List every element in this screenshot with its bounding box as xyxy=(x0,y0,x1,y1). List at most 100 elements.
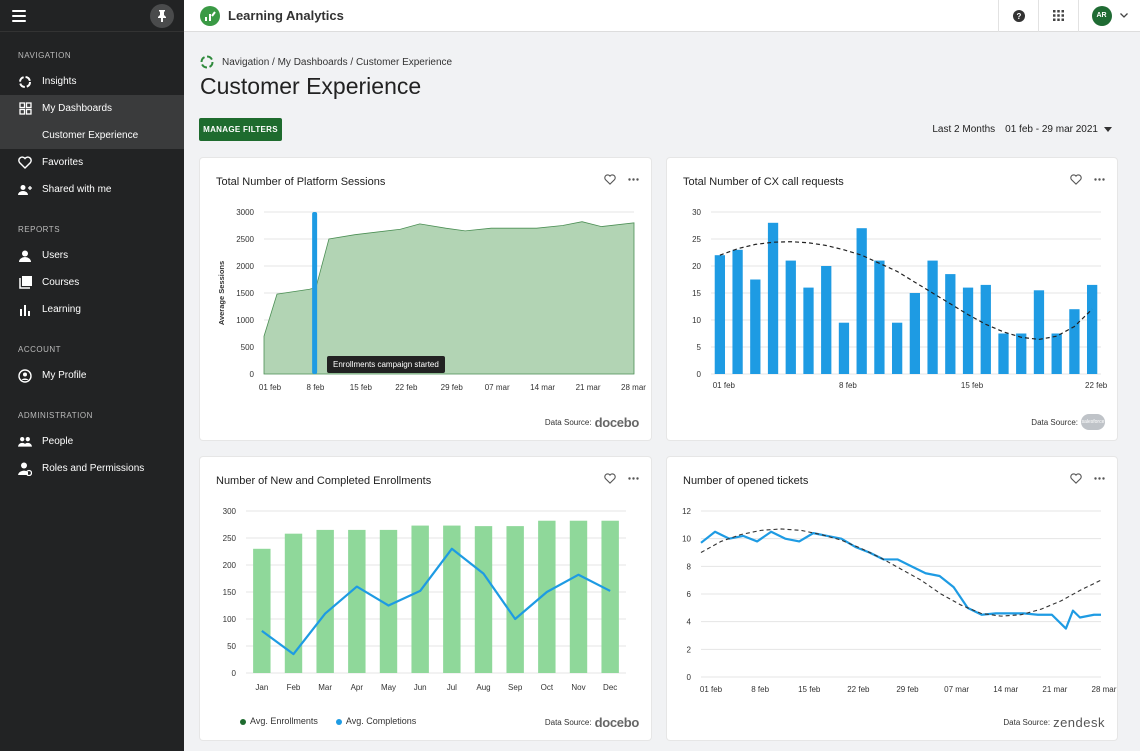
x-tick-label: 14 mar xyxy=(993,685,1018,694)
y-tick-label: 2500 xyxy=(236,235,254,244)
more-options-icon[interactable] xyxy=(1094,477,1105,480)
sidebar-item-shared[interactable]: Shared with me xyxy=(0,176,184,203)
sidebar: NAVIGATION Insights My Dashboards Custom… xyxy=(0,0,184,751)
bar xyxy=(927,260,938,374)
app-title: Learning Analytics xyxy=(228,8,344,23)
menu-icon[interactable] xyxy=(12,9,26,22)
sidebar-item-roles[interactable]: Roles and Permissions xyxy=(0,455,184,482)
x-tick-label: 07 mar xyxy=(485,383,510,392)
manage-filters-button[interactable]: MANAGE FILTERS xyxy=(199,118,282,141)
data-source: Data Source: docebo xyxy=(545,415,639,430)
y-tick-label: 20 xyxy=(692,262,701,271)
x-tick-label: 22 feb xyxy=(1085,381,1108,390)
date-range-selector[interactable]: Last 2 Months 01 feb - 29 mar 2021 xyxy=(932,124,1112,135)
card-actions xyxy=(604,174,639,185)
favorite-heart-icon[interactable] xyxy=(1070,174,1082,185)
chart-legend: Avg. Enrollments Avg. Completions xyxy=(200,716,651,726)
bar xyxy=(732,249,743,374)
sidebar-item-favorites[interactable]: Favorites xyxy=(0,149,184,176)
sidebar-item-insights[interactable]: Insights xyxy=(0,68,184,95)
profile-icon xyxy=(18,368,32,383)
favorite-heart-icon[interactable] xyxy=(604,473,616,484)
card-platform-sessions: Total Number of Platform Sessions 0 500 10… xyxy=(200,158,651,440)
x-tick-label: Oct xyxy=(541,683,554,692)
section-title-account: ACCOUNT xyxy=(18,345,62,354)
data-source: Data Source: salesforce xyxy=(1031,414,1105,430)
x-tick-label: 14 mar xyxy=(530,383,555,392)
y-tick-label: 150 xyxy=(223,588,237,597)
topbar: Learning Analytics ? AR xyxy=(184,0,1140,32)
bar xyxy=(569,520,588,673)
sidebar-item-learning[interactable]: Learning xyxy=(0,296,184,323)
sidebar-item-my-dashboards[interactable]: My Dashboards xyxy=(0,95,184,122)
more-options-icon[interactable] xyxy=(628,178,639,181)
chart-tooltip: Enrollments campaign started xyxy=(327,356,445,373)
y-tick-label: 250 xyxy=(223,534,237,543)
sidebar-item-label: People xyxy=(42,436,74,447)
brand-logo-icon xyxy=(200,5,220,26)
sidebar-item-courses[interactable]: Courses xyxy=(0,269,184,296)
y-tick-label: 3000 xyxy=(236,208,254,217)
tickets-line xyxy=(700,530,1101,630)
card-actions xyxy=(604,473,639,484)
x-tick-label: 22 feb xyxy=(395,383,418,392)
data-source-label: Data Source: xyxy=(1003,718,1051,727)
pin-button[interactable] xyxy=(150,3,174,28)
roles-icon xyxy=(18,462,32,476)
legend-item-enrollments[interactable]: Avg. Enrollments xyxy=(240,716,318,726)
y-tick-label: 2000 xyxy=(236,262,254,271)
bar xyxy=(998,333,1009,374)
x-tick-label: 28 mar xyxy=(621,383,646,392)
x-tick-label: 21 mar xyxy=(1042,685,1067,694)
x-tick-label: 29 feb xyxy=(896,685,919,694)
x-tick-label: 15 feb xyxy=(961,381,984,390)
bar xyxy=(803,287,814,374)
sidebar-item-label: Insights xyxy=(42,76,77,87)
help-button[interactable]: ? xyxy=(998,0,1038,32)
sidebar-subitem-customer-experience[interactable]: Customer Experience xyxy=(0,122,184,149)
sidebar-item-my-profile[interactable]: My Profile xyxy=(0,362,184,389)
y-tick-label: 300 xyxy=(223,507,237,516)
sidebar-item-label: Shared with me xyxy=(42,184,112,195)
bar xyxy=(785,260,796,374)
avatar: AR xyxy=(1091,5,1112,26)
x-tick-label: 8 feb xyxy=(307,383,325,392)
bar xyxy=(750,279,761,374)
y-tick-label: 0 xyxy=(250,370,255,379)
breadcrumb: Navigation / My Dashboards / Customer Ex… xyxy=(200,55,452,69)
y-tick-label: 200 xyxy=(223,561,237,570)
section-title-administration: ADMINISTRATION xyxy=(18,411,93,420)
x-tick-label: Jun xyxy=(414,683,427,692)
bar xyxy=(874,260,885,374)
x-tick-label: 01 feb xyxy=(259,383,282,392)
date-range-label: Last 2 Months xyxy=(932,124,996,135)
legend-item-completions[interactable]: Avg. Completions xyxy=(335,716,416,726)
more-options-icon[interactable] xyxy=(1094,178,1105,181)
section-title-reports: REPORTS xyxy=(18,225,61,234)
x-tick-label: Sep xyxy=(508,683,523,692)
user-menu[interactable]: AR xyxy=(1078,0,1140,32)
data-source-label: Data Source: xyxy=(1031,417,1078,427)
breadcrumb-text[interactable]: Navigation / My Dashboards / Customer Ex… xyxy=(222,56,453,68)
sidebar-item-people[interactable]: People xyxy=(0,428,184,455)
trend-line xyxy=(700,528,1102,617)
favorite-heart-icon[interactable] xyxy=(604,174,616,185)
bar xyxy=(821,266,832,374)
x-tick-label: Aug xyxy=(476,683,490,692)
bar xyxy=(962,287,974,374)
data-source-label: Data Source: xyxy=(544,718,592,727)
bar xyxy=(1086,284,1098,374)
y-tick-label: 10 xyxy=(682,535,691,544)
bar xyxy=(838,322,850,374)
apps-button[interactable] xyxy=(1038,0,1078,32)
sidebar-item-users[interactable]: Users xyxy=(0,242,184,269)
x-tick-label: 22 feb xyxy=(847,685,870,694)
more-options-icon[interactable] xyxy=(628,477,639,480)
area-series xyxy=(263,221,635,375)
bar xyxy=(1069,309,1080,374)
x-tick-label: 29 feb xyxy=(441,383,464,392)
bar xyxy=(379,529,398,673)
bar xyxy=(909,293,921,374)
sidebar-item-label: Favorites xyxy=(42,157,84,168)
favorite-heart-icon[interactable] xyxy=(1070,473,1082,484)
